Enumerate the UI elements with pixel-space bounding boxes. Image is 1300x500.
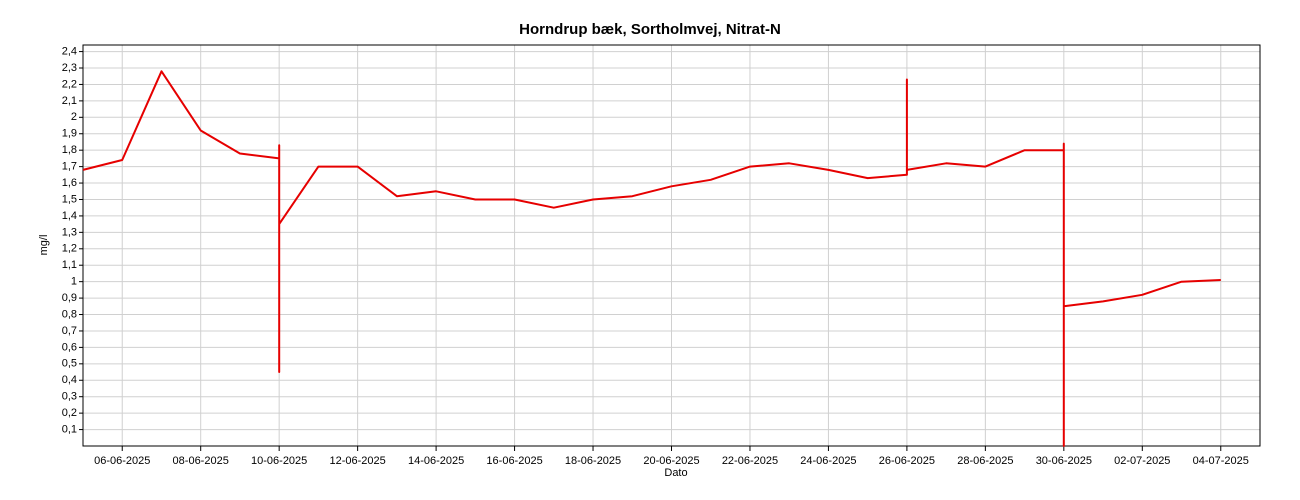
x-tick-label: 06-06-2025 xyxy=(94,455,150,467)
y-tick-label: 2,3 xyxy=(62,62,77,74)
x-tick-label: 02-07-2025 xyxy=(1114,455,1170,467)
y-tick-label: 0,1 xyxy=(62,423,77,435)
y-tick-label: 1,9 xyxy=(62,128,77,140)
y-tick-label: 0,7 xyxy=(62,325,77,337)
x-tick-label: 10-06-2025 xyxy=(251,455,307,467)
y-tick-label: 0,3 xyxy=(62,391,77,403)
y-tick-label: 0,2 xyxy=(62,407,77,419)
y-tick-label: 2,1 xyxy=(62,95,77,107)
y-tick-label: 1,2 xyxy=(62,243,77,255)
y-tick-label: 1 xyxy=(71,276,77,288)
y-axis-label: mg/l xyxy=(38,235,50,256)
y-tick-label: 1,3 xyxy=(62,226,77,238)
x-axis-label: Dato xyxy=(664,467,687,479)
x-tick-label: 12-06-2025 xyxy=(329,455,385,467)
y-tick-label: 0,5 xyxy=(62,358,77,370)
y-tick-label: 1,7 xyxy=(62,161,77,173)
y-tick-label: 1,4 xyxy=(62,210,77,222)
x-tick-label: 18-06-2025 xyxy=(565,455,621,467)
y-tick-label: 2,2 xyxy=(62,78,77,90)
x-tick-label: 22-06-2025 xyxy=(722,455,778,467)
x-tick-label: 26-06-2025 xyxy=(879,455,935,467)
y-tick-label: 0,6 xyxy=(62,341,77,353)
y-tick-label: 2 xyxy=(71,111,77,123)
y-tick-label: 1,6 xyxy=(62,177,77,189)
x-tick-label: 08-06-2025 xyxy=(173,455,229,467)
plot-frame xyxy=(82,44,1261,447)
x-tick-label: 20-06-2025 xyxy=(643,455,699,467)
y-tick-label: 1,5 xyxy=(62,193,77,205)
y-tick-label: 1,8 xyxy=(62,144,77,156)
x-tick-label: 04-07-2025 xyxy=(1193,455,1249,467)
y-tick-label: 0,8 xyxy=(62,308,77,320)
y-tick-label: 0,4 xyxy=(62,374,77,386)
x-tick-label: 28-06-2025 xyxy=(957,455,1013,467)
x-tick-label: 24-06-2025 xyxy=(800,455,856,467)
y-tick-label: 1,1 xyxy=(62,259,77,271)
x-tick-label: 16-06-2025 xyxy=(486,455,542,467)
data-line xyxy=(82,70,1221,447)
chart-title: Horndrup bæk, Sortholmvej, Nitrat-N xyxy=(519,21,781,38)
x-tick-label: 30-06-2025 xyxy=(1036,455,1092,467)
y-tick-label: 0,9 xyxy=(62,292,77,304)
y-tick-label: 2,4 xyxy=(62,45,77,57)
x-tick-label: 14-06-2025 xyxy=(408,455,464,467)
